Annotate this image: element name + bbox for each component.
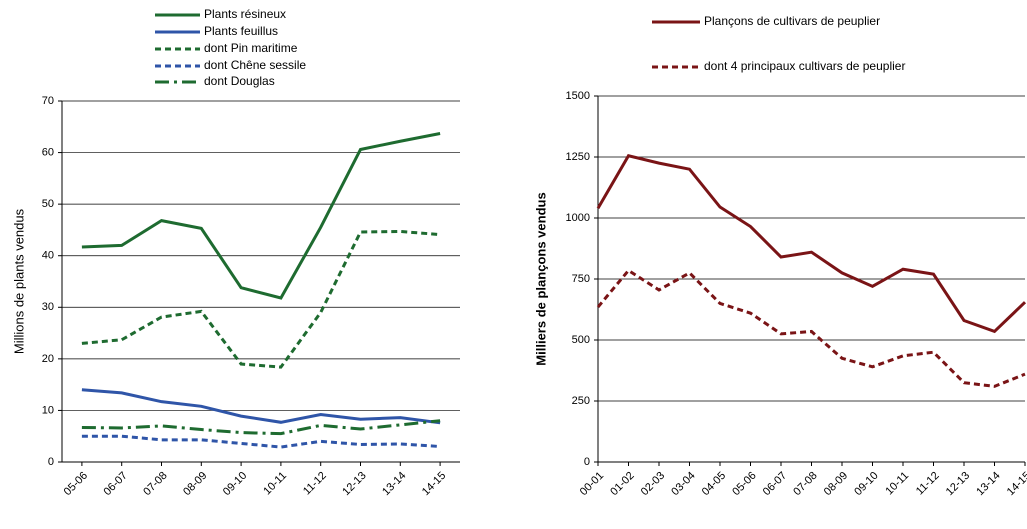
x-tick-label: 14-15 [420, 470, 448, 498]
legend-label: Plants résineux [204, 7, 286, 21]
y-tick-label: 10 [42, 404, 54, 416]
y-tick-label: 250 [572, 395, 590, 407]
legend-label: dont 4 principaux cultivars de peuplier [704, 59, 905, 73]
legend-label: Plants feuillus [204, 24, 278, 38]
y-tick-label: 50 [42, 198, 54, 210]
y-axis-label: Millions de plants vendus [11, 208, 26, 354]
x-tick-label: 01-02 [608, 470, 636, 498]
x-tick-label: 02-03 [639, 470, 667, 498]
x-tick-label: 03-04 [669, 470, 697, 498]
y-tick-label: 0 [48, 456, 54, 468]
y-tick-label: 30 [42, 301, 54, 313]
y-tick-label: 20 [42, 353, 54, 365]
x-tick-label: 06-07 [761, 470, 789, 498]
x-tick-label: 10-11 [883, 470, 911, 498]
y-tick-label: 40 [42, 250, 54, 262]
x-tick-label: 11-12 [914, 470, 942, 498]
series-line [81, 419, 441, 436]
x-tick-label: 10-11 [261, 470, 289, 498]
x-tick-label: 05-06 [62, 470, 90, 498]
y-tick-label: 500 [572, 334, 590, 346]
y-axis-label: Milliers de plançons vendus [533, 192, 548, 365]
x-tick-label: 07-08 [141, 470, 169, 498]
legend-label: dont Pin maritime [204, 41, 298, 55]
x-tick-label: 04-05 [700, 470, 728, 498]
y-tick-label: 1000 [566, 212, 590, 224]
series-line [81, 388, 441, 425]
x-tick-label: 13-14 [380, 470, 408, 498]
series-line [81, 229, 441, 369]
legend-label: Plançons de cultivars de peuplier [704, 14, 880, 28]
legend-label: dont Douglas [204, 74, 275, 88]
series-line [81, 434, 441, 449]
x-tick-label: 07-08 [791, 470, 819, 498]
y-tick-label: 1250 [566, 151, 590, 163]
x-tick-label: 09-10 [221, 470, 249, 498]
series-line [596, 268, 1026, 388]
x-tick-label: 12-13 [944, 470, 972, 498]
x-tick-label: 12-13 [340, 470, 368, 498]
x-tick-label: 09-10 [852, 470, 880, 498]
x-tick-label: 13-14 [974, 470, 1002, 498]
series-line [81, 132, 441, 300]
series-line [596, 154, 1027, 334]
x-tick-label: 08-09 [181, 470, 209, 498]
x-tick-label: 05-06 [730, 470, 758, 498]
x-tick-label: 06-07 [101, 470, 129, 498]
y-tick-label: 60 [42, 146, 54, 158]
y-tick-label: 0 [584, 456, 590, 468]
y-tick-label: 750 [572, 273, 590, 285]
legend-label: dont Chêne sessile [204, 58, 306, 72]
x-tick-label: 14-15 [1005, 470, 1027, 498]
x-tick-label: 00-01 [578, 470, 606, 498]
x-tick-label: 11-12 [301, 470, 329, 498]
x-tick-label: 08-09 [822, 470, 850, 498]
y-tick-label: 1500 [566, 90, 590, 102]
y-tick-label: 70 [42, 95, 54, 107]
